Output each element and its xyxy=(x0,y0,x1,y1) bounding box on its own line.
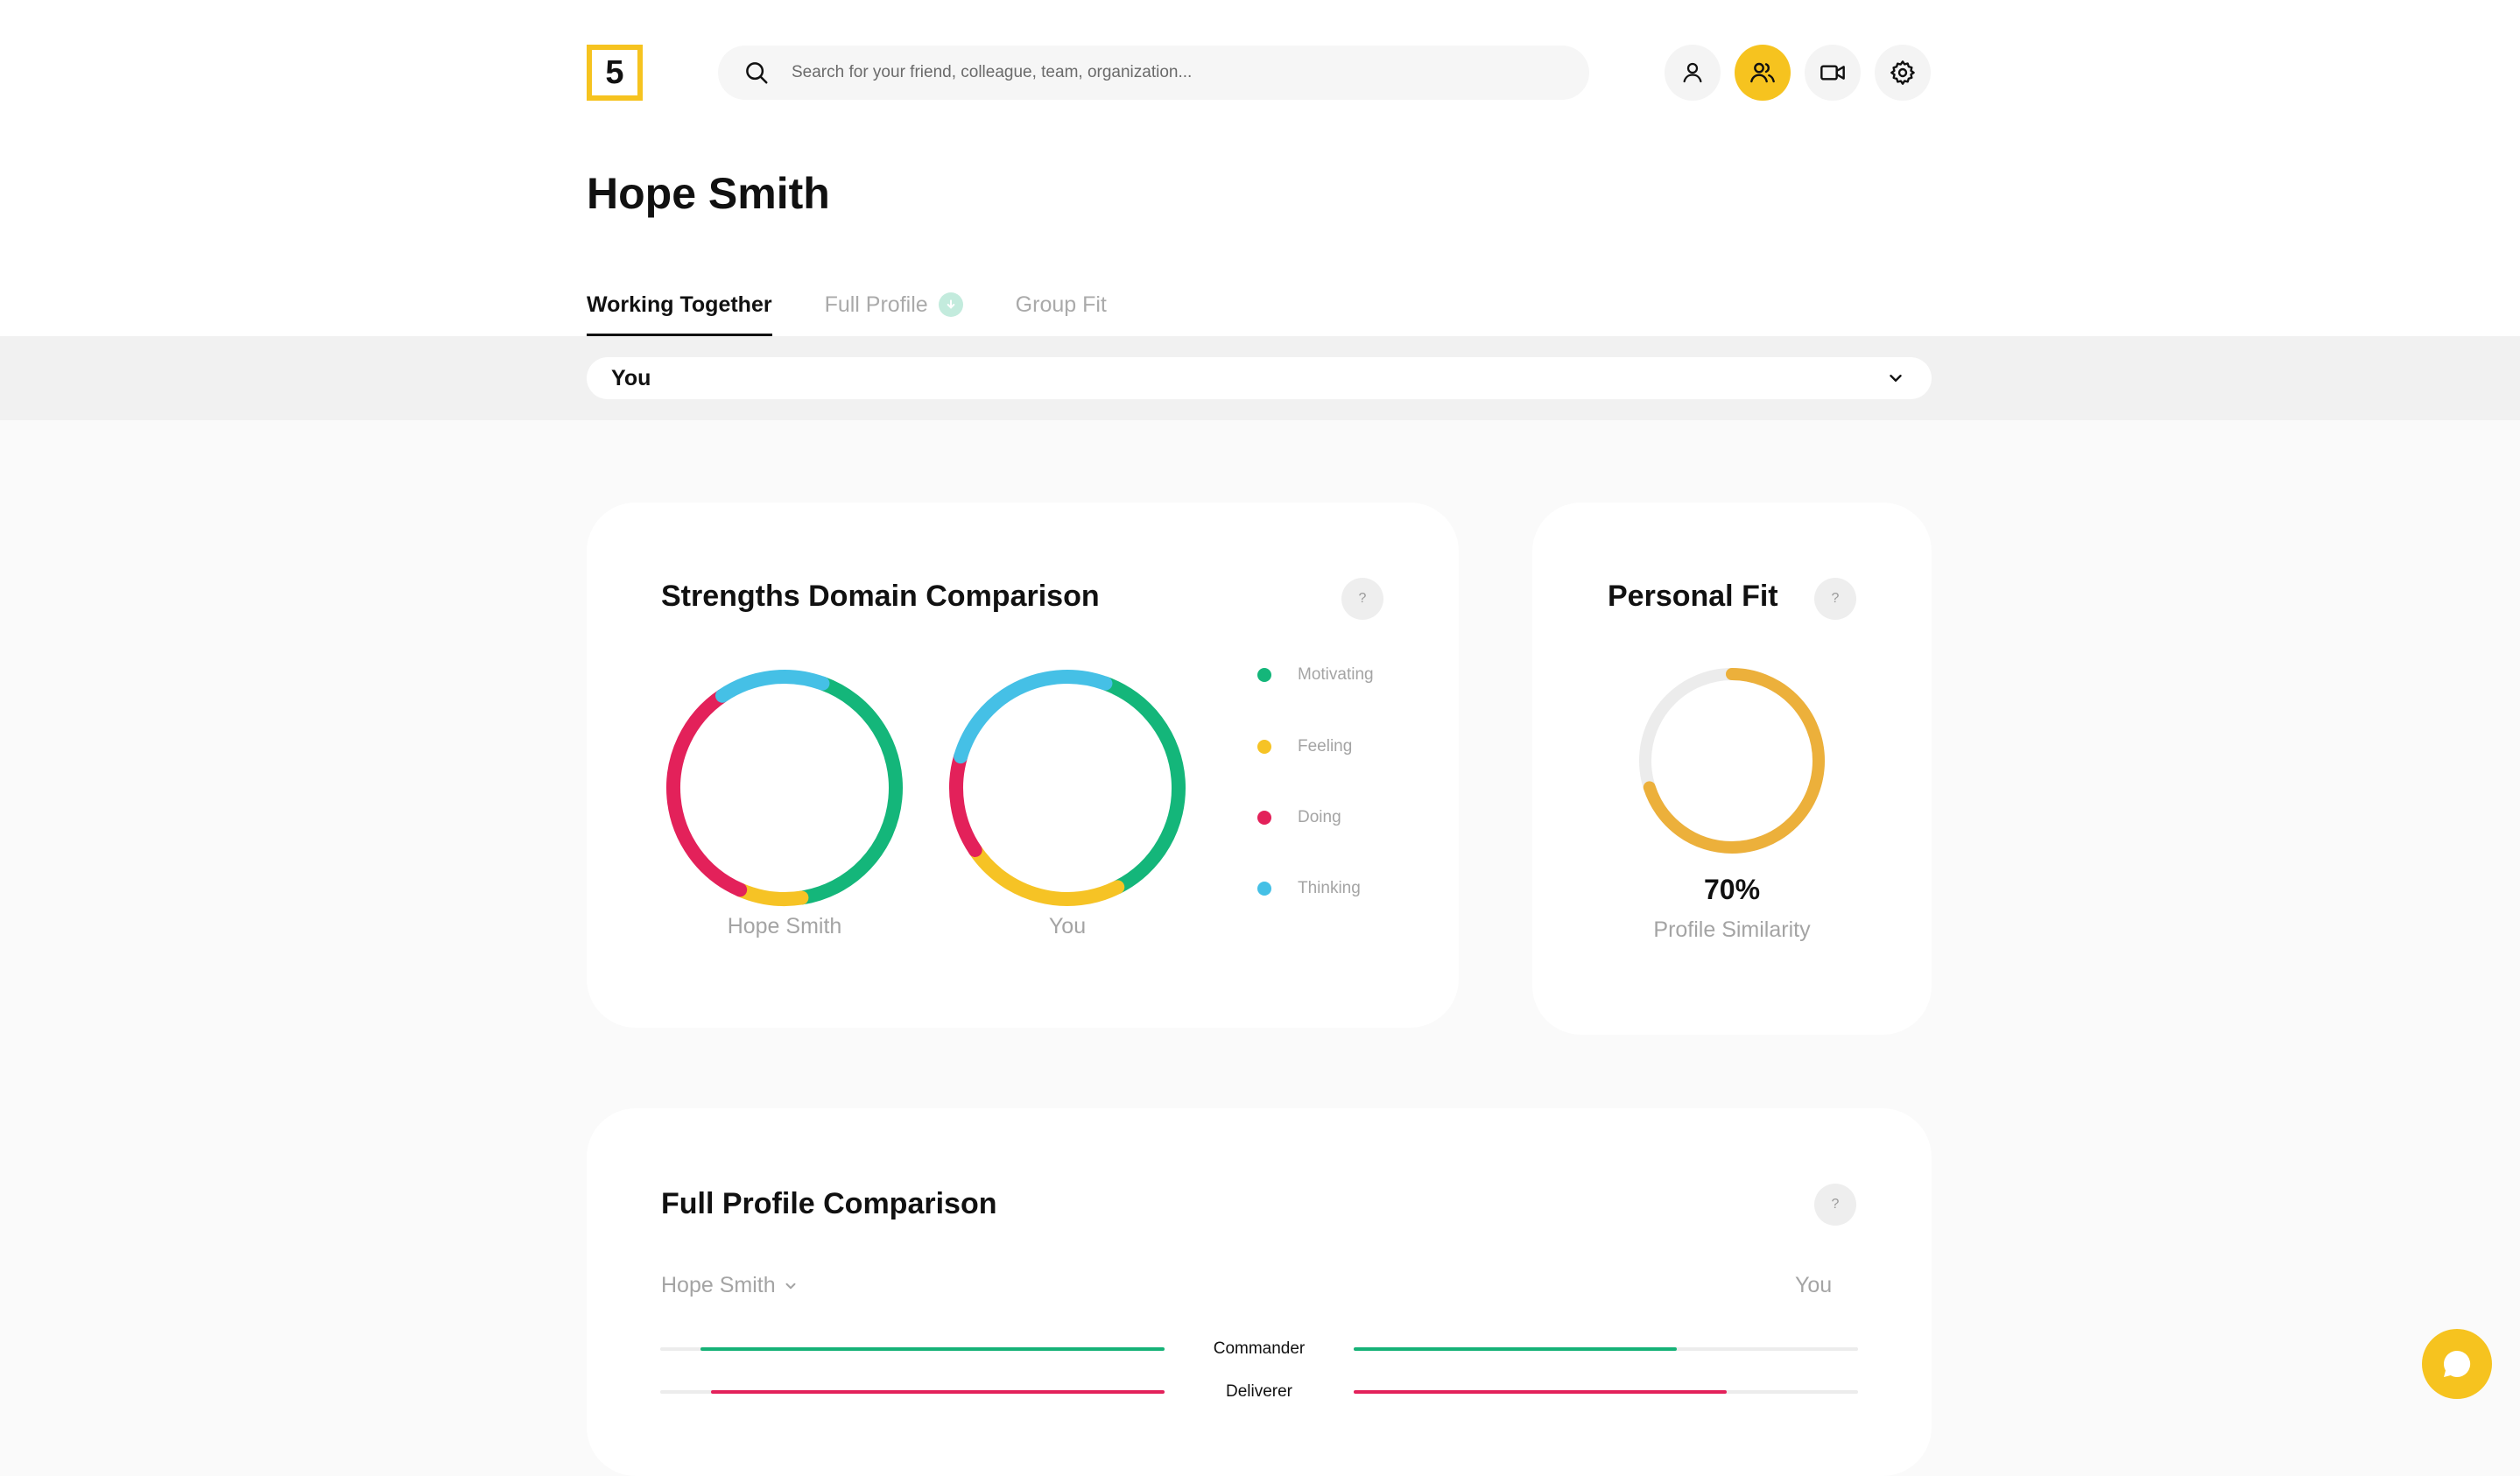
personal-fit-gauge xyxy=(1639,668,1825,854)
left-bar-track xyxy=(660,1347,1165,1351)
tab-group-fit[interactable]: Group Fit xyxy=(1016,292,1107,336)
legend-item-motivating: Motivating xyxy=(1257,665,1374,685)
donut-segment-feeling xyxy=(968,843,1125,906)
comparison-row-label: Commander xyxy=(1213,1339,1306,1358)
legend-dot xyxy=(1257,668,1271,682)
hope-smith-donut xyxy=(666,670,903,906)
left-person-select[interactable]: Hope Smith xyxy=(661,1273,799,1298)
logo-text: 5 xyxy=(605,53,624,91)
you-donut-segments xyxy=(949,670,1186,906)
compare-select-value: You xyxy=(611,365,651,390)
legend-label: Feeling xyxy=(1298,737,1353,756)
profile-button[interactable] xyxy=(1665,45,1721,101)
personal-fit-help-button[interactable]: ? xyxy=(1814,578,1856,620)
left-bar-fill xyxy=(700,1347,1165,1351)
tab-label: Group Fit xyxy=(1015,292,1107,317)
full-profile-card: Full Profile Comparison ? Hope Smith You xyxy=(587,1108,1932,1476)
right-person-name: You xyxy=(1795,1273,1833,1297)
comparison-row-commander: Commander xyxy=(660,1336,1858,1362)
full-profile-help-button[interactable]: ? xyxy=(1814,1184,1856,1226)
app-logo[interactable]: 5 xyxy=(587,45,643,101)
video-button[interactable] xyxy=(1805,45,1861,101)
people-icon xyxy=(1749,59,1777,87)
legend-item-thinking: Thinking xyxy=(1257,879,1361,898)
left-person-name: Hope Smith xyxy=(661,1273,776,1297)
full-profile-title: Full Profile Comparison xyxy=(661,1187,997,1220)
tab-working-together[interactable]: Working Together xyxy=(587,292,772,336)
legend-label: Motivating xyxy=(1298,665,1374,684)
legend-dot xyxy=(1257,740,1271,754)
hope-smith-donut-label: Hope Smith xyxy=(727,914,842,938)
comparison-row-deliverer: Deliverer xyxy=(660,1379,1858,1405)
personal-fit-card: Personal Fit ? 70% Profile Similarity xyxy=(1532,503,1932,1035)
legend-label: Thinking xyxy=(1298,879,1361,897)
personal-fit-title: Personal Fit xyxy=(1608,580,1778,613)
donut-segment-thinking xyxy=(954,670,1113,764)
compare-select[interactable]: You xyxy=(587,357,1932,399)
left-bar-fill xyxy=(710,1390,1165,1394)
strengths-help-button[interactable]: ? xyxy=(1341,578,1383,620)
hope-smith-donut-segments xyxy=(666,670,903,906)
right-bar-fill xyxy=(1354,1390,1728,1394)
comparison-row-label: Deliverer xyxy=(1225,1382,1293,1401)
chat-bubble-icon xyxy=(2439,1346,2474,1381)
strengths-card: Strengths Domain Comparison ? Hope Smith… xyxy=(587,503,1459,1028)
help-icon: ? xyxy=(1831,1197,1840,1212)
personal-fit-value: 70% xyxy=(1703,874,1761,905)
personal-fit-label: Profile Similarity xyxy=(1653,917,1811,942)
right-bar-fill xyxy=(1354,1347,1677,1351)
left-bar-track xyxy=(660,1390,1165,1394)
donut-segment-feeling xyxy=(733,882,809,906)
legend-dot xyxy=(1257,882,1271,896)
donut-segment-motivating xyxy=(1098,676,1186,895)
legend-item-feeling: Feeling xyxy=(1257,737,1352,756)
chevron-down-icon xyxy=(1886,369,1905,388)
page-title: Hope Smith xyxy=(587,169,830,218)
help-icon: ? xyxy=(1831,591,1840,606)
you-donut-label: You xyxy=(1048,914,1087,938)
donut-segment-doing xyxy=(949,749,982,858)
tab-full-profile[interactable]: Full Profile xyxy=(825,292,963,336)
gauge-fill xyxy=(1639,668,1825,854)
donut-segment-thinking xyxy=(714,670,830,703)
compare-bar: You xyxy=(0,336,2520,420)
people-button[interactable] xyxy=(1735,45,1791,101)
legend-item-doing: Doing xyxy=(1257,808,1341,827)
search-bar[interactable] xyxy=(718,46,1589,100)
search-input[interactable] xyxy=(790,62,1564,83)
right-bar-track xyxy=(1354,1347,1858,1351)
search-icon xyxy=(741,57,772,88)
legend-label: Doing xyxy=(1298,808,1341,826)
gear-icon xyxy=(1889,59,1917,87)
strengths-title: Strengths Domain Comparison xyxy=(661,580,1100,613)
chat-button[interactable] xyxy=(2422,1329,2492,1399)
chevron-down-icon xyxy=(783,1278,799,1294)
legend-dot xyxy=(1257,811,1271,825)
download-icon xyxy=(938,292,963,317)
settings-button[interactable] xyxy=(1875,45,1931,101)
video-icon xyxy=(1819,59,1847,87)
tab-label: Working Together xyxy=(587,292,772,317)
donut-segment-doing xyxy=(666,688,748,897)
person-icon xyxy=(1679,60,1706,86)
you-donut xyxy=(949,670,1186,906)
donut-segment-motivating xyxy=(794,676,903,905)
tab-label: Full Profile xyxy=(824,292,928,317)
help-icon: ? xyxy=(1358,591,1367,606)
right-bar-track xyxy=(1354,1390,1858,1394)
tab-bar: Working Together Full Profile Group Fit xyxy=(587,292,1159,336)
